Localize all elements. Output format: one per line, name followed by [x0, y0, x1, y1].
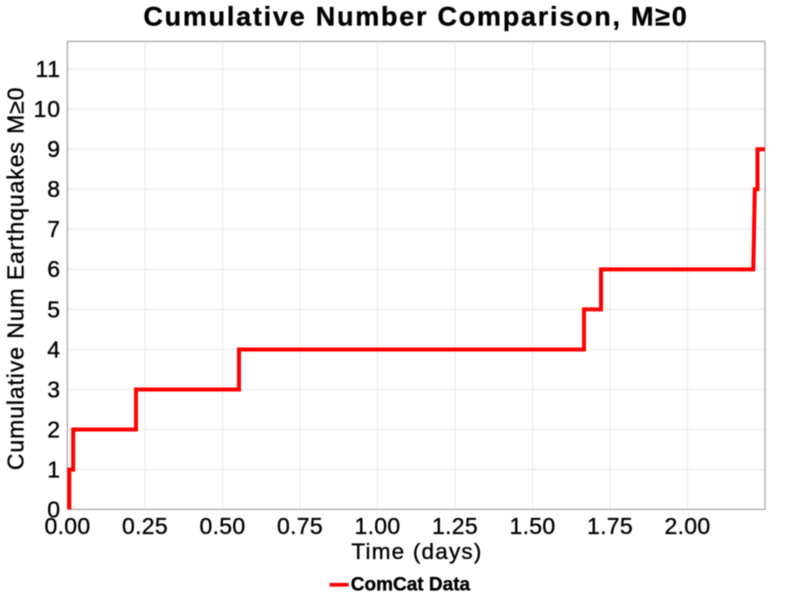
svg-text:11: 11 — [35, 56, 60, 82]
svg-text:1.50: 1.50 — [510, 513, 556, 539]
svg-text:3: 3 — [47, 376, 61, 402]
svg-text:Time (days): Time (days) — [351, 539, 482, 564]
svg-text:7: 7 — [47, 216, 61, 242]
svg-text:0.75: 0.75 — [277, 513, 323, 539]
svg-text:1.25: 1.25 — [432, 513, 478, 539]
svg-text:Cumulative Number Comparison,: Cumulative Number Comparison, M≥0 — [143, 2, 688, 32]
svg-text:6: 6 — [47, 256, 61, 282]
svg-text:4: 4 — [47, 336, 61, 362]
svg-text:2.00: 2.00 — [665, 513, 711, 539]
svg-text:8: 8 — [47, 176, 61, 202]
svg-text:0: 0 — [47, 497, 61, 523]
svg-text:ComCat Data: ComCat Data — [351, 574, 471, 595]
svg-text:Cumulative Num Earthquakes M≥0: Cumulative Num Earthquakes M≥0 — [2, 87, 28, 471]
svg-text:9: 9 — [47, 136, 61, 162]
svg-text:2: 2 — [47, 416, 61, 442]
svg-text:0.25: 0.25 — [122, 513, 168, 539]
svg-text:1.75: 1.75 — [587, 513, 633, 539]
svg-text:0.00: 0.00 — [45, 513, 91, 539]
svg-text:5: 5 — [47, 296, 61, 322]
svg-text:10: 10 — [34, 96, 61, 122]
svg-text:1: 1 — [47, 457, 61, 483]
svg-text:1.00: 1.00 — [355, 513, 401, 539]
svg-text:0.50: 0.50 — [200, 513, 246, 539]
